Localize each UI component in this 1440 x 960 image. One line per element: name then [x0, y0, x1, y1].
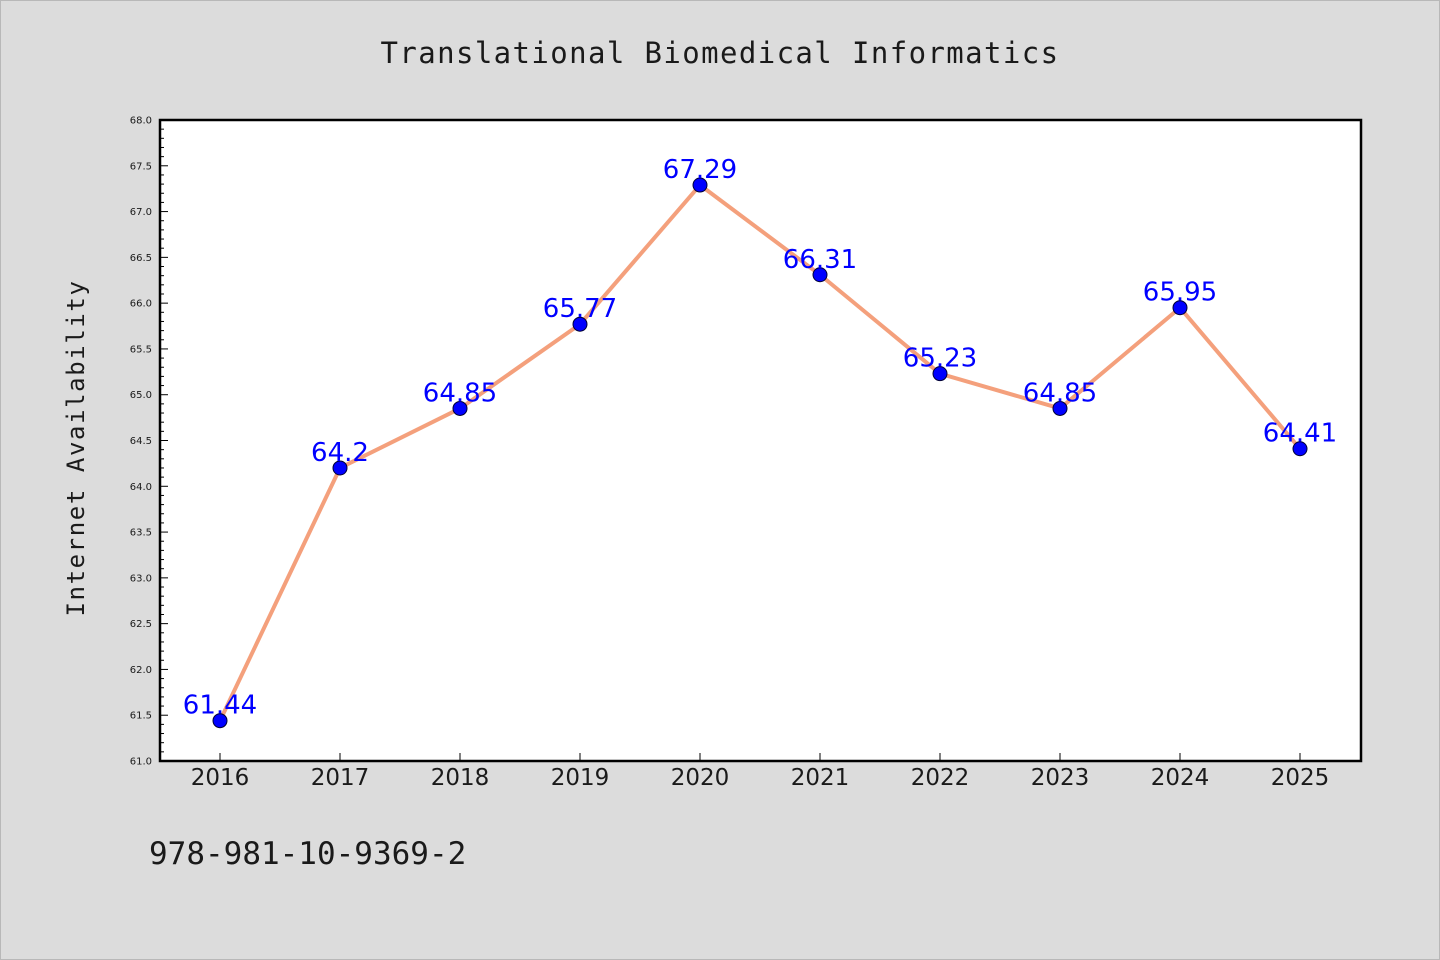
data-point-marker — [1172, 300, 1188, 316]
x-tick-label: 2024 — [1151, 765, 1210, 791]
data-point-marker — [452, 400, 468, 416]
y-tick-label: 61.5 — [130, 711, 152, 722]
data-point-marker — [692, 177, 708, 193]
y-tick-label: 67.5 — [130, 161, 152, 172]
x-tick-label: 2020 — [671, 765, 730, 791]
x-tick-label: 2019 — [551, 765, 610, 791]
data-point-marker — [1292, 441, 1308, 457]
plot-area — [158, 118, 1363, 763]
data-value-label: 67.29 — [663, 155, 737, 185]
data-value-label: 64.85 — [423, 378, 497, 408]
data-value-label: 64.85 — [1023, 378, 1097, 408]
data-markers — [212, 177, 1308, 729]
data-value-label: 64.41 — [1263, 419, 1337, 449]
x-tick-label: 2021 — [791, 765, 850, 791]
x-tick-label: 2025 — [1271, 765, 1330, 791]
data-value-label: 65.77 — [543, 294, 617, 324]
data-point-marker — [812, 267, 828, 283]
y-tick-label: 63.5 — [130, 528, 152, 539]
data-point-marker — [932, 366, 948, 382]
data-value-label: 61.44 — [183, 691, 257, 721]
isbn-label: 978-981-10-9369-2 — [149, 836, 466, 872]
series-line-group — [218, 183, 1302, 722]
x-axis-ticks: 2016 2017 2018 2019 2020 2021 2022 2023 2024 2025 — [191, 753, 1330, 791]
data-value-label: 65.95 — [1143, 278, 1217, 308]
y-tick-label: 63.0 — [130, 573, 152, 584]
data-value-label: 64.2 — [311, 438, 369, 468]
chart-title: Translational Biomedical Informatics — [381, 36, 1060, 70]
x-tick-label: 2023 — [1031, 765, 1090, 791]
y-tick-label: 62.5 — [130, 619, 152, 630]
x-tick-label: 2016 — [191, 765, 250, 791]
data-point-marker — [1052, 400, 1068, 416]
y-tick-label: 65.0 — [130, 390, 152, 401]
x-tick-label: 2017 — [311, 765, 370, 791]
y-tick-label: 68.0 — [130, 116, 152, 127]
y-tick-label: 61.0 — [130, 757, 152, 768]
data-point-marker — [572, 316, 588, 332]
x-tick-label: 2018 — [431, 765, 490, 791]
y-tick-label: 64.0 — [130, 482, 152, 493]
y-axis-ticks: 61.0 61.5 62.0 62.5 63.0 63.5 64.0 64.5 65.0 65.5… — [130, 116, 168, 768]
y-tick-label: 66.5 — [130, 253, 152, 264]
y-tick-label: 64.5 — [130, 436, 152, 447]
data-point-marker — [332, 460, 348, 476]
x-tick-label: 2022 — [911, 765, 970, 791]
data-value-label: 66.31 — [783, 245, 857, 275]
y-tick-label: 65.5 — [130, 344, 152, 355]
y-tick-label: 66.0 — [130, 299, 152, 310]
series-line — [218, 183, 1302, 722]
data-value-label: 65.23 — [903, 344, 977, 374]
data-labels: 61.44 64.2 64.85 65.77 67.29 66.31 65.23 64.85 6… — [183, 155, 1337, 721]
y-tick-label: 67.0 — [130, 207, 152, 218]
y-axis-label: Internet Availability — [62, 279, 90, 616]
y-tick-label: 62.0 — [130, 665, 152, 676]
data-point-marker — [212, 713, 228, 729]
